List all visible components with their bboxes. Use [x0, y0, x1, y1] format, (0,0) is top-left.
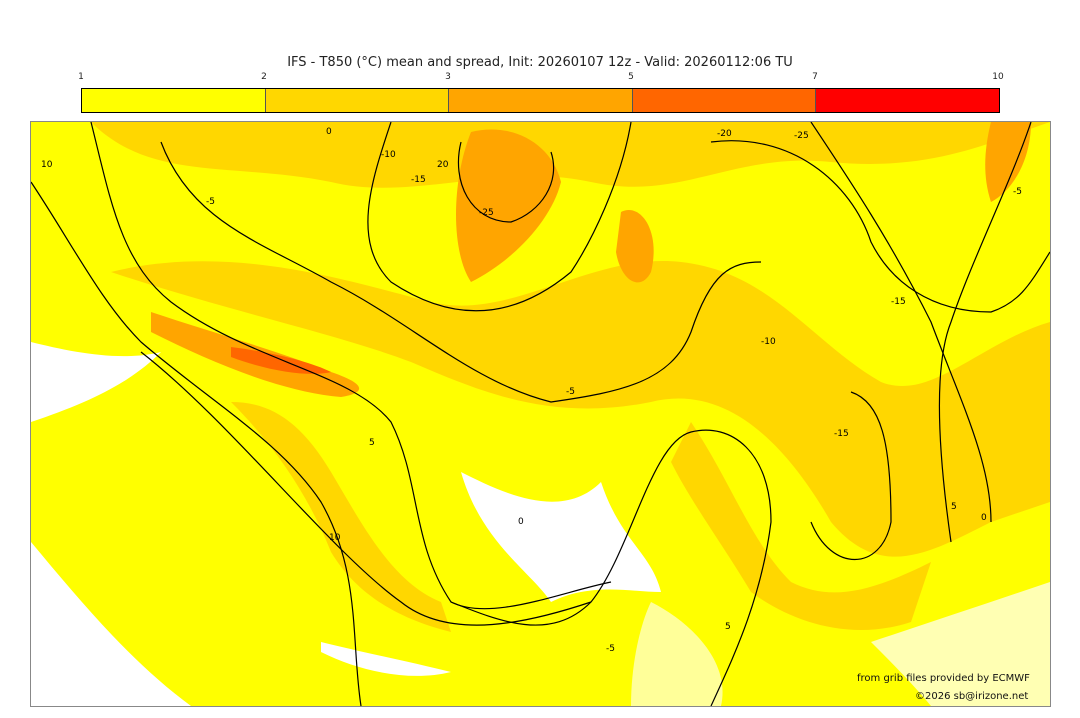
colorbar-bin-2-3 [265, 89, 450, 112]
contour-label: -5 [566, 387, 575, 397]
temperature-contours [31, 122, 1050, 706]
copyright: ©2026 sb@irizone.net [915, 691, 1029, 702]
data-source-credit: from grib files provided by ECMWF [857, 673, 1030, 684]
contour-labels: 10 -5 0 -10 -15 20 -25 -20 -25 -5 -15 -5… [41, 127, 1022, 654]
contour-label: 5 [951, 502, 957, 512]
colorbar-tick: 5 [628, 72, 634, 82]
contour-label: -25 [479, 208, 494, 218]
contour-label: 5 [369, 438, 375, 448]
contour-label: -15 [834, 429, 849, 439]
colorbar-tick: 2 [261, 72, 267, 82]
colorbar-bin-3-5 [449, 89, 633, 112]
contour-label: -20 [717, 129, 732, 139]
colorbar-bin-1-2 [82, 89, 266, 112]
contour-label: -5 [206, 197, 215, 207]
contour-label: -5 [1013, 187, 1022, 197]
contour-label: 10 [41, 160, 53, 170]
contour-label: 20 [437, 160, 449, 170]
contour-label: 0 [518, 517, 524, 527]
colorbar-bin-5-7 [632, 89, 817, 112]
colorbar-bin-7-10 [816, 89, 999, 112]
colorbar-tick: 7 [812, 72, 818, 82]
contour-label: -15 [891, 297, 906, 307]
contour-label: -5 [606, 644, 615, 654]
forecast-map[interactable]: 10 -5 0 -10 -15 20 -25 -20 -25 -5 -15 -5… [30, 121, 1051, 707]
colorbar-tick: 3 [445, 72, 451, 82]
map-canvas: 10 -5 0 -10 -15 20 -25 -20 -25 -5 -15 -5… [31, 122, 1050, 706]
colorbar-tick: 1 [78, 72, 84, 82]
contour-label: -10 [381, 150, 396, 160]
contour-label: -25 [794, 131, 809, 141]
contour-label: -10 [761, 337, 776, 347]
contour-label: 10 [329, 533, 341, 543]
contour-label: 5 [725, 622, 731, 632]
contour-label: -15 [411, 175, 426, 185]
spread-fill [31, 122, 1050, 706]
colorbar [81, 88, 1000, 113]
contour-label: 0 [326, 127, 332, 137]
contour-label: 0 [981, 513, 987, 523]
colorbar-tick: 10 [992, 72, 1004, 82]
map-title: IFS - T850 (°C) mean and spread, Init: 2… [287, 55, 793, 70]
